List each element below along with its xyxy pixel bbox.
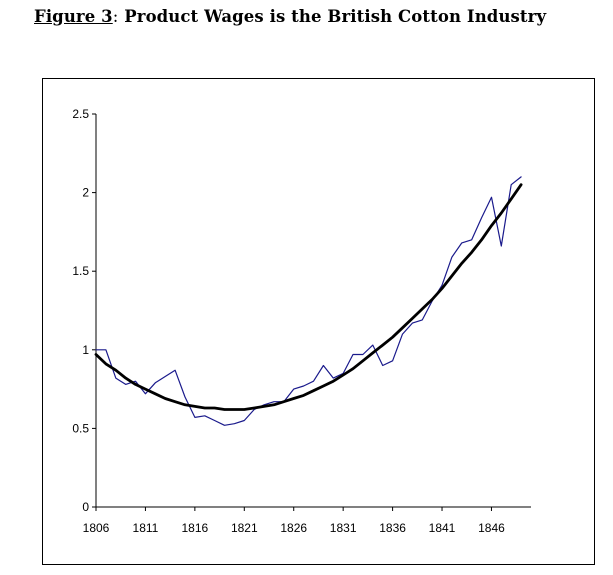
x-tick-label: 1821 xyxy=(231,521,258,535)
x-tick-label: 1846 xyxy=(478,521,505,535)
series-line-trend xyxy=(94,183,523,411)
x-tick-label: 1811 xyxy=(133,521,159,535)
y-tick-label: 2 xyxy=(82,186,89,200)
x-tick-label: 1806 xyxy=(83,521,110,535)
series-line-actual xyxy=(95,176,522,426)
figure-title-text: Product Wages is the British Cotton Indu… xyxy=(124,7,547,26)
chart-series xyxy=(94,176,523,426)
chart-ticks: 0 0.5 1 1.5 2 2.5 1806 1811 1816 1821 1826 1831 1836… xyxy=(72,107,505,535)
figure-separator: : xyxy=(112,7,119,26)
chart-axes xyxy=(95,114,531,508)
y-tick-label: 1 xyxy=(82,343,89,357)
y-tick-label: 2.5 xyxy=(72,107,89,121)
x-tick-label: 1816 xyxy=(182,521,209,535)
chart-frame xyxy=(42,78,595,565)
y-tick-label: 0 xyxy=(82,500,89,514)
figure-title: Figure 3: Product Wages is the British C… xyxy=(34,7,546,26)
y-tick-label: 1.5 xyxy=(72,264,89,278)
x-tick-label: 1836 xyxy=(379,521,406,535)
x-tick-label: 1826 xyxy=(280,521,307,535)
y-tick-label: 0.5 xyxy=(72,421,89,435)
x-tick-label: 1841 xyxy=(429,521,456,535)
x-tick-label: 1831 xyxy=(330,521,357,535)
figure-label: Figure 3 xyxy=(34,7,113,26)
